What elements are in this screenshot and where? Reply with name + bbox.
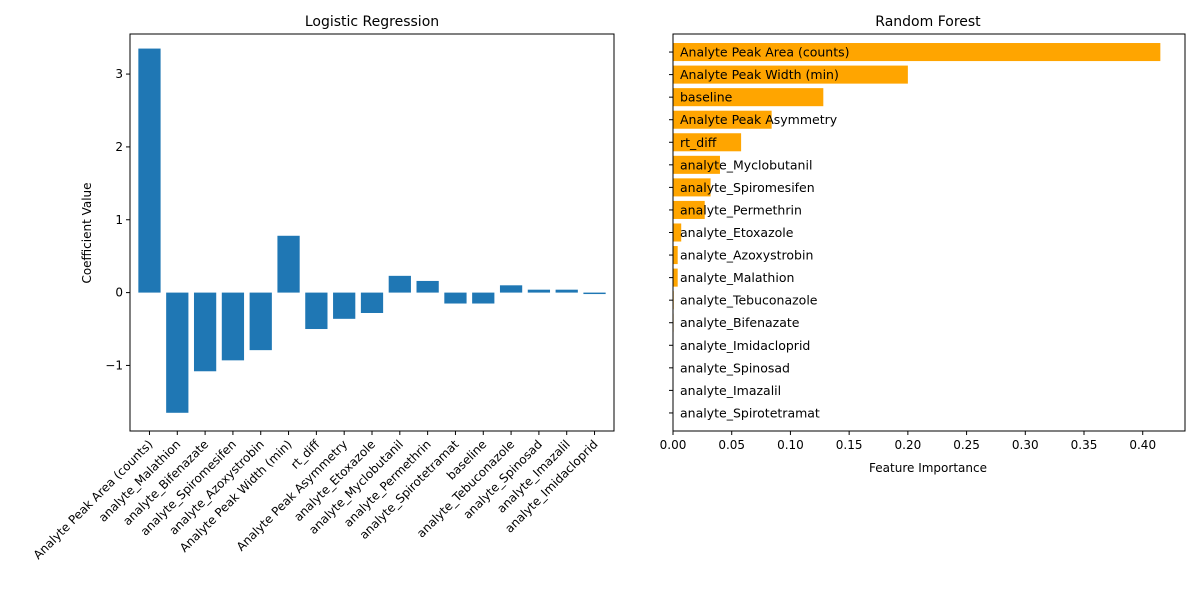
lr-bar [277,235,300,293]
lr-y-tick-label: 1 [115,213,123,227]
logistic-regression-bars [138,48,606,413]
logistic-regression-x-ticks: Analyte Peak Area (counts)analyte_Malath… [31,431,601,562]
lr-bar [499,285,523,293]
rf-bar-label: rt_diff [680,135,717,150]
rf-bar-label: analyte_Etoxazole [680,225,794,240]
rf-bar-label: Analyte Peak Asymmetry [680,112,838,127]
logistic-regression-frame [129,33,615,432]
rf-bar [673,110,772,129]
lr-y-tick-label: −1 [105,358,123,372]
random-forest-title: Random Forest [875,14,981,30]
rf-bar [673,43,1161,62]
rf-bar-label: analyte_Permethrin [680,202,802,217]
lr-bar [416,280,439,293]
random-forest-x-axis-label: Feature Importance [869,461,987,475]
rf-bar-label: analyte_Tebuconazole [680,293,818,308]
lr-y-tick-label: 3 [115,67,123,81]
rf-x-tick-label: 0.10 [777,438,804,452]
rf-bar [673,155,720,174]
rf-bar [673,178,711,197]
lr-bar [360,292,384,313]
rf-x-tick-label: 0.40 [1129,438,1156,452]
rf-x-tick-label: 0.20 [895,438,922,452]
logistic-regression-chart: Logistic Regression Coefficient Value −1… [31,14,615,562]
lr-bar [221,292,245,361]
rf-x-tick-label: 0.05 [718,438,745,452]
rf-x-tick-label: 0.15 [836,438,863,452]
lr-bar [193,292,217,372]
lr-bar [388,275,411,293]
rf-bar-label: analyte_Bifenazate [680,315,800,330]
rf-bar-label: Analyte Peak Width (min) [680,67,839,82]
lr-bar [583,292,606,295]
lr-y-tick-label: 0 [115,286,123,300]
rf-bar-label: analyte_Malathion [680,270,794,285]
lr-bar [472,292,495,304]
rf-bar-label: analyte_Imidacloprid [680,338,810,353]
logistic-regression-title: Logistic Regression [305,14,439,30]
rf-bar-label: analyte_Spiromesifen [680,180,815,195]
rf-bar [673,268,678,287]
lr-bar [333,292,356,319]
random-forest-x-ticks: 0.00 0.05 0.10 0.15 0.20 0.25 0.30 0.35 0.40 [660,431,1156,452]
lr-bar [166,292,189,413]
rf-bar-label: analyte_Azoxystrobin [680,248,813,263]
rf-bar-label: analyte_Myclobutanil [680,157,812,172]
rf-x-tick-label: 0.00 [660,438,687,452]
lr-x-tick-label: Analyte Peak Area (counts) [31,437,156,562]
lr-bar [138,48,161,293]
lr-y-tick-label: 2 [115,140,123,154]
logistic-regression-y-ticks: −1 0 1 2 3 [105,67,130,372]
rf-x-tick-label: 0.35 [1071,438,1098,452]
rf-bar-label: baseline [680,90,733,105]
random-forest-chart: Random Forest Feature Importance Analyte… [660,14,1186,475]
rf-bar [673,133,742,152]
random-forest-frame [672,33,1186,432]
rf-bar [673,88,824,107]
rf-bar-label: Analyte Peak Area (counts) [680,45,850,60]
lr-bar [305,292,328,330]
lr-bar [555,289,578,293]
random-forest-bars: Analyte Peak Area (counts) Analyte Peak W… [669,43,1161,422]
rf-bar-label: analyte_Spirotetramat [680,405,820,420]
rf-bar-label: analyte_Imazalil [680,383,781,398]
rf-bar [673,223,682,242]
rf-bar [673,246,678,265]
logistic-regression-y-axis-label: Coefficient Value [80,182,94,283]
lr-bar [249,292,272,351]
rf-bar-label: analyte_Spinosad [680,360,790,375]
rf-x-tick-label: 0.25 [953,438,980,452]
lr-bar [527,289,551,293]
rf-x-tick-label: 0.30 [1012,438,1039,452]
rf-bar [673,65,908,84]
rf-bar [673,200,705,219]
lr-bar [444,292,467,304]
